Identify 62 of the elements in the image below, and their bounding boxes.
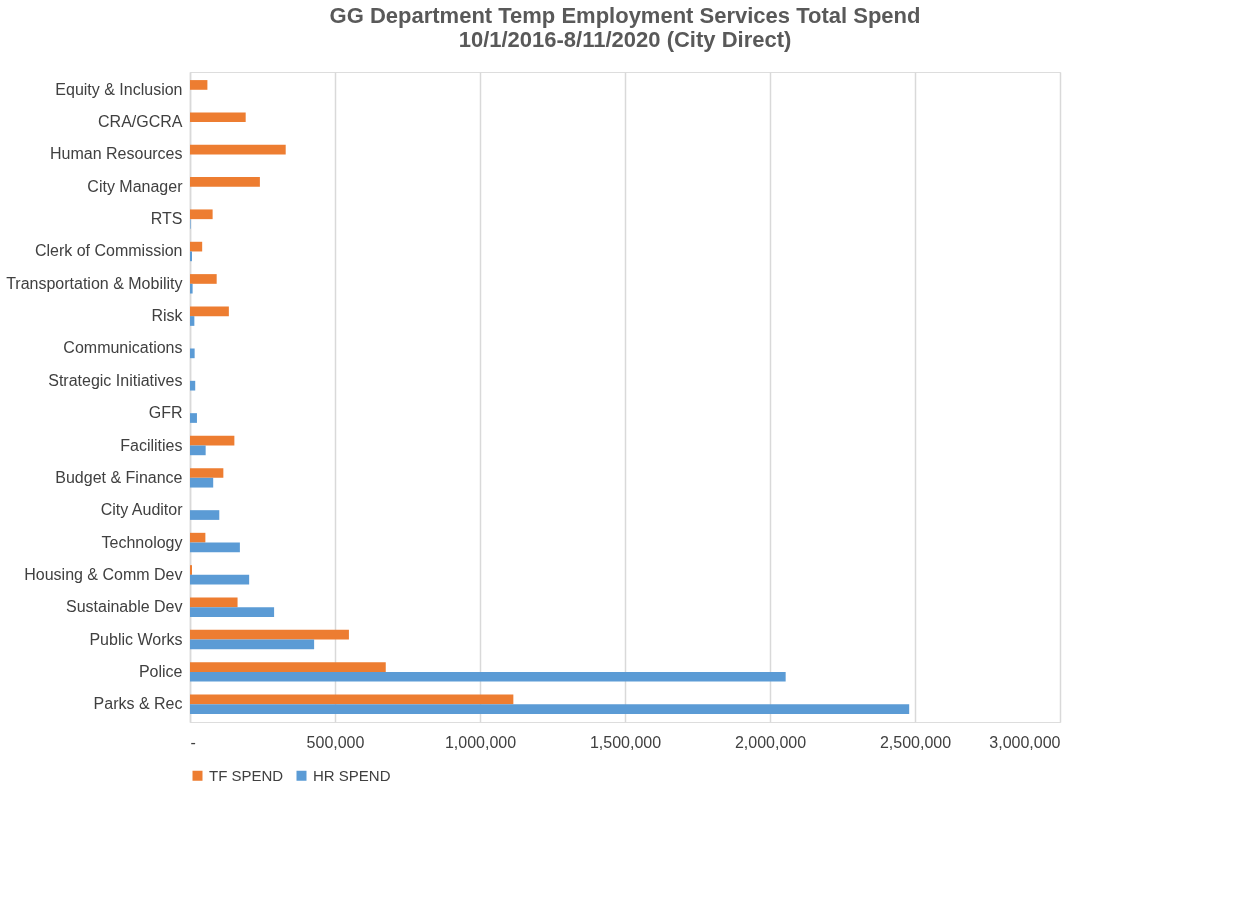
bar [190, 671, 786, 682]
bar [190, 306, 229, 317]
bar [190, 565, 193, 575]
bar [190, 209, 213, 220]
bar [190, 662, 386, 672]
y-tick-label: Budget & Finance [55, 468, 183, 486]
y-tick-label: Communications [63, 339, 183, 357]
x-tick-label: 1,500,000 [589, 733, 662, 751]
bar [190, 380, 196, 391]
bar [190, 532, 206, 543]
y-tick-label: RTS [150, 210, 183, 228]
bar [190, 144, 286, 155]
legend-label: HR SPEND [313, 766, 391, 784]
bar [190, 574, 250, 585]
bar [190, 694, 514, 705]
legend-label: TF SPEND [209, 766, 284, 784]
bar [190, 112, 246, 123]
y-tick-label: Technology [101, 533, 183, 551]
bar [190, 607, 275, 617]
bar [190, 542, 240, 553]
bar [190, 639, 315, 650]
bar [190, 477, 214, 488]
y-tick-label: Housing & Comm Dev [24, 565, 183, 583]
y-tick-label: Clerk of Commission [34, 242, 183, 260]
bar [190, 629, 349, 640]
y-tick-label: Sustainable Dev [65, 598, 183, 616]
y-tick-label: Risk [151, 307, 184, 325]
text: GG Department Temp Employment Services Total Spend [329, 3, 921, 28]
y-tick-label: Equity & Inclusion [55, 80, 183, 98]
text: 10/1/2016-8/11/2020 (City Direct) [458, 27, 792, 52]
x-tick-label: 500,000 [306, 733, 365, 751]
bar [190, 597, 238, 608]
y-tick-label: Strategic Initiatives [48, 371, 183, 389]
y-tick-label: Human Resources [50, 145, 183, 163]
y-tick-label: Parks & Rec [93, 695, 183, 713]
y-tick-label: CRA/GCRA [98, 113, 183, 131]
x-tick-label: 1,000,000 [444, 733, 517, 751]
y-tick-label: City Auditor [100, 501, 184, 519]
bar [190, 80, 208, 90]
bar [190, 704, 910, 714]
bar [190, 241, 203, 252]
bar [190, 445, 206, 456]
bar [190, 177, 260, 187]
x-tick-label: - [190, 733, 196, 751]
y-tick-label: Transportation & Mobility [6, 274, 183, 292]
x-tick-label: 2,500,000 [879, 733, 952, 751]
x-tick-label: 3,000,000 [989, 733, 1061, 751]
y-tick-label: Facilities [120, 436, 183, 454]
bar [190, 316, 195, 326]
bar [190, 413, 197, 423]
bar [190, 435, 235, 446]
y-tick-label: Police [138, 662, 183, 680]
bar [190, 348, 195, 359]
y-tick-label: Public Works [89, 630, 183, 648]
bar [190, 274, 217, 284]
bar [190, 468, 224, 478]
bar [190, 510, 220, 520]
bar [190, 251, 193, 262]
y-tick-label: City Manager [87, 177, 184, 195]
y-tick-label: GFR [148, 404, 183, 422]
x-tick-label: 2,000,000 [734, 733, 807, 751]
bar [190, 283, 193, 294]
